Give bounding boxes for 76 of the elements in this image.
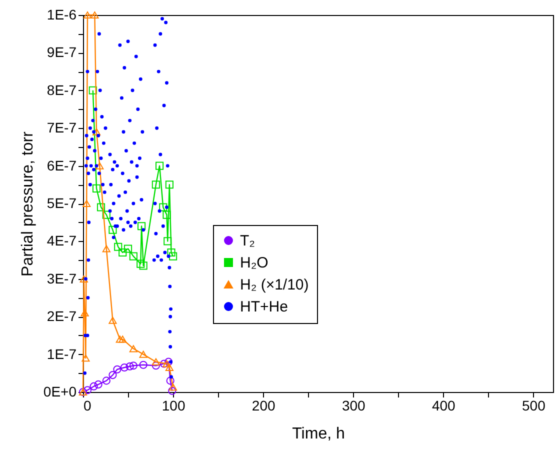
point — [152, 358, 160, 366]
point — [162, 210, 171, 219]
point — [108, 226, 117, 234]
y-tick-label: 4E-7 — [46, 232, 77, 249]
legend-label: HT+He — [240, 298, 288, 316]
point — [139, 262, 148, 270]
legend-label: H₂ (×1/10) — [240, 276, 309, 294]
point — [169, 384, 178, 391]
point — [96, 203, 106, 212]
point — [165, 180, 174, 189]
y-tick-label: 1E-7 — [46, 346, 77, 362]
point — [92, 128, 101, 136]
point — [129, 362, 138, 370]
y-tick-label: 9E-7 — [46, 44, 77, 60]
point — [94, 380, 102, 388]
point — [129, 252, 138, 260]
point — [167, 248, 176, 257]
x-tick-label: 0 — [84, 398, 92, 414]
legend-label: T₂ — [240, 232, 256, 250]
point — [118, 248, 127, 257]
point — [126, 362, 134, 370]
point — [139, 360, 148, 369]
x-tick-label: 500 — [522, 398, 546, 414]
point — [160, 360, 168, 368]
point — [90, 11, 99, 19]
y-tick-label: 6E-7 — [46, 157, 77, 174]
point — [120, 363, 128, 372]
point — [80, 309, 89, 316]
y-tick-label: 3E-7 — [46, 270, 77, 286]
y-tick-label: 0E+0 — [43, 384, 77, 400]
y-tick-label: 7E-7 — [46, 120, 77, 136]
point — [124, 244, 132, 253]
point — [152, 362, 160, 370]
point — [155, 162, 164, 170]
point — [129, 345, 138, 352]
x-tick-label: 400 — [432, 398, 456, 414]
point — [113, 365, 122, 374]
point — [136, 260, 145, 268]
point — [83, 11, 92, 19]
point — [102, 245, 110, 252]
y-tick-label: 5E-7 — [46, 195, 77, 211]
y-tick-label: 1E-6 — [46, 6, 77, 22]
point — [164, 237, 172, 246]
x-tick-label: 300 — [342, 398, 366, 414]
point — [108, 371, 117, 380]
x-tick-label: 200 — [252, 398, 276, 414]
point — [169, 252, 178, 260]
point — [139, 350, 148, 358]
point — [82, 354, 90, 362]
point — [137, 222, 146, 230]
y-axis-title: Partial pressure, torr — [19, 130, 36, 276]
x-axis-title: Time, h — [292, 426, 345, 442]
point — [165, 364, 174, 372]
point — [166, 376, 174, 385]
point — [92, 184, 101, 192]
point — [152, 180, 160, 189]
y-tick-label: 8E-7 — [46, 82, 77, 98]
y-tick-label: 2E-7 — [46, 308, 77, 324]
point — [82, 200, 91, 208]
point — [164, 358, 173, 366]
point — [90, 382, 98, 390]
point — [118, 336, 127, 343]
legend-label: H₂O — [240, 254, 268, 272]
point — [116, 336, 124, 343]
point — [83, 386, 92, 394]
point — [162, 360, 171, 368]
point — [168, 386, 176, 395]
point — [102, 210, 110, 219]
point — [114, 242, 122, 251]
point — [96, 162, 104, 170]
point — [88, 86, 97, 94]
point — [102, 376, 110, 385]
point — [80, 275, 88, 282]
x-tick-label: 100 — [162, 398, 186, 414]
point — [108, 316, 117, 324]
point — [159, 203, 168, 212]
